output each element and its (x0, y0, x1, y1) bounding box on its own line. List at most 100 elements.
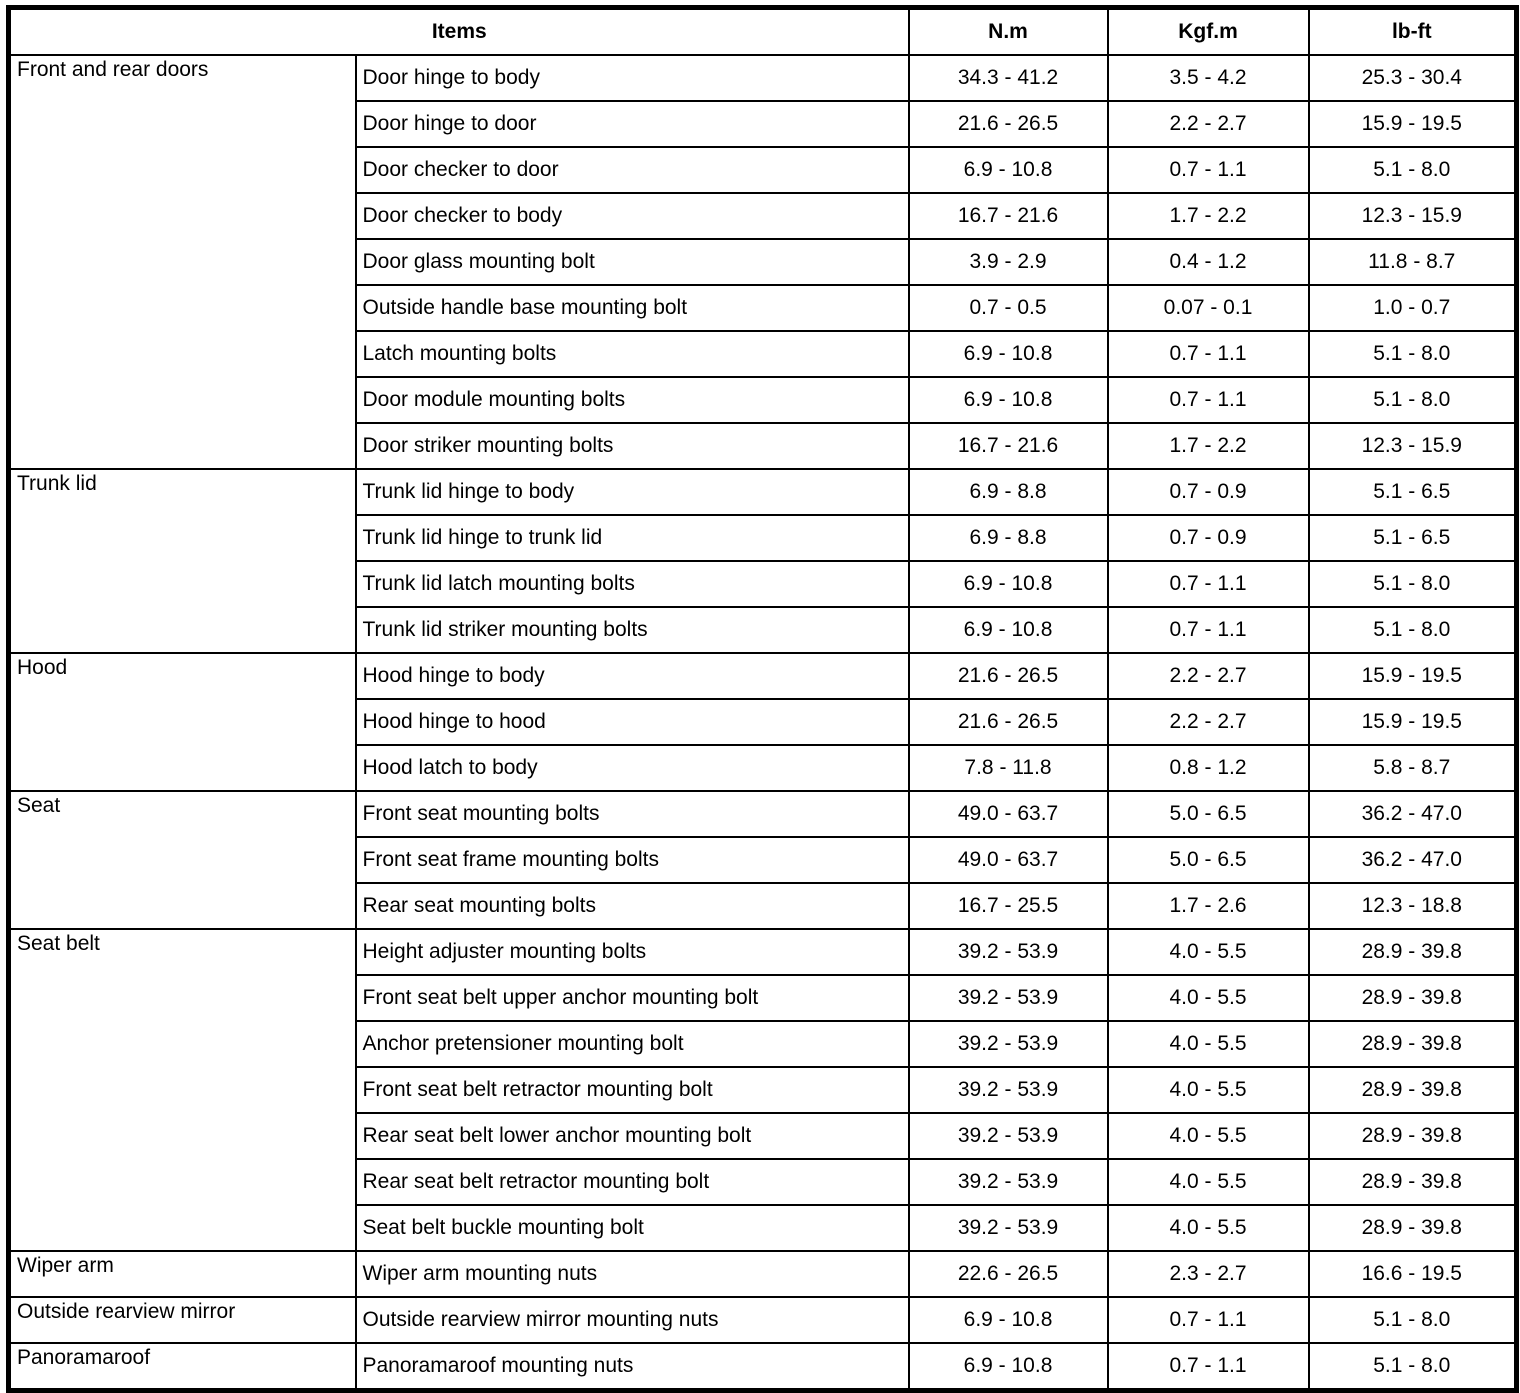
kgfm-cell: 5.0 - 6.5 (1106, 790, 1310, 838)
table-row: Outside rearview mirror Outside rearview … (7, 1296, 1518, 1344)
nm-cell: 21.6 - 26.5 (907, 100, 1109, 148)
kgfm-cell: 2.2 - 2.7 (1106, 652, 1310, 700)
item-cell: Latch mounting bolts (354, 330, 910, 378)
lbft-cell: 5.1 - 8.0 (1307, 1296, 1518, 1344)
item-cell: Door hinge to door (354, 100, 910, 148)
lbft-cell: 11.8 - 8.7 (1307, 238, 1518, 286)
nm-cell: 6.9 - 10.8 (907, 330, 1109, 378)
table-row: Hood hinge to hood 21.6 - 26.5 2.2 - 2.7 15… (9, 698, 1518, 746)
table-row: Seat belt buckle mounting bolt 39.2 - 53.… (9, 1204, 1518, 1252)
table-row: Door striker mounting bolts 16.7 - 21.6 1.… (9, 422, 1518, 470)
nm-cell: 16.7 - 21.6 (907, 192, 1109, 240)
lbft-cell: 25.3 - 30.4 (1307, 54, 1518, 102)
lbft-cell: 28.9 - 39.8 (1307, 1204, 1518, 1252)
table-row: Trunk lid latch mounting bolts 6.9 - 10.8… (9, 560, 1518, 608)
item-cell: Door checker to body (354, 192, 910, 240)
item-cell: Rear seat belt lower anchor mounting bol… (354, 1112, 910, 1160)
kgfm-cell: 4.0 - 5.5 (1106, 1066, 1310, 1114)
lbft-cell: 28.9 - 39.8 (1307, 1066, 1518, 1114)
nm-cell: 6.9 - 8.8 (907, 514, 1109, 562)
kgfm-cell: 0.7 - 1.1 (1106, 1296, 1310, 1344)
item-cell: Door striker mounting bolts (354, 422, 910, 470)
item-cell: Door glass mounting bolt (354, 238, 910, 286)
item-cell: Front seat frame mounting bolts (354, 836, 910, 884)
nm-cell: 39.2 - 53.9 (907, 1020, 1109, 1068)
nm-cell: 3.9 - 2.9 (907, 238, 1109, 286)
nm-cell: 39.2 - 53.9 (907, 974, 1109, 1022)
lbft-cell: 36.2 - 47.0 (1307, 836, 1518, 884)
category-cell: Trunk lid (7, 468, 357, 654)
nm-cell: 6.9 - 10.8 (907, 1296, 1109, 1344)
table-row: Door glass mounting bolt 3.9 - 2.9 0.4 - 1… (9, 238, 1518, 286)
header-row: Items N.m Kgf.m lb-ft (7, 6, 1518, 56)
category-cell: Outside rearview mirror (7, 1296, 357, 1344)
item-cell: Trunk lid hinge to body (354, 468, 910, 516)
nm-cell: 0.7 - 0.5 (907, 284, 1109, 332)
kgfm-cell: 2.2 - 2.7 (1106, 100, 1310, 148)
table-row: Trunk lid Trunk lid hinge to body 6.9 - 8.… (7, 468, 1518, 654)
kgfm-cell: 4.0 - 5.5 (1106, 974, 1310, 1022)
item-cell: Trunk lid latch mounting bolts (354, 560, 910, 608)
item-cell: Outside rearview mirror mounting nuts (354, 1296, 910, 1344)
lbft-cell: 28.9 - 39.8 (1307, 928, 1518, 976)
item-cell: Height adjuster mounting bolts (354, 928, 910, 976)
item-cell: Door checker to door (354, 146, 910, 194)
item-cell: Outside handle base mounting bolt (354, 284, 910, 332)
kgfm-cell: 4.0 - 5.5 (1106, 1204, 1310, 1252)
torque-table-body: Front and rear doors Door hinge to body 34… (7, 54, 1518, 1392)
item-cell: Trunk lid striker mounting bolts (354, 606, 910, 654)
category-cell: Seat belt (7, 928, 357, 1252)
nm-cell: 16.7 - 25.5 (907, 882, 1109, 930)
table-row: Rear seat mounting bolts 16.7 - 25.5 1.7 -… (9, 882, 1518, 930)
lbft-cell: 5.1 - 8.0 (1307, 1342, 1518, 1392)
item-cell: Hood hinge to body (354, 652, 910, 700)
nm-cell: 49.0 - 63.7 (907, 790, 1109, 838)
kgfm-cell: 0.7 - 1.1 (1106, 560, 1310, 608)
table-row: Hood Hood hinge to body 21.6 - 26.5 2.2 - 2… (7, 652, 1518, 792)
kgfm-cell: 0.7 - 0.9 (1106, 514, 1310, 562)
table-row: Door checker to door 6.9 - 10.8 0.7 - 1.1 5… (9, 146, 1518, 194)
item-cell: Hood hinge to hood (354, 698, 910, 746)
lbft-cell: 36.2 - 47.0 (1307, 790, 1518, 838)
table-row: Rear seat belt retractor mounting bolt 39… (9, 1158, 1518, 1206)
category-cell: Panoramaroof (7, 1342, 357, 1392)
lbft-cell: 16.6 - 19.5 (1307, 1250, 1518, 1298)
kgfm-cell: 0.7 - 1.1 (1106, 376, 1310, 424)
nm-cell: 6.9 - 10.8 (907, 1342, 1109, 1392)
nm-cell: 49.0 - 63.7 (907, 836, 1109, 884)
table-row: Front and rear doors Door hinge to body 34… (7, 54, 1518, 470)
nm-cell: 7.8 - 11.8 (907, 744, 1109, 792)
nm-cell: 6.9 - 10.8 (907, 376, 1109, 424)
item-cell: Door module mounting bolts (354, 376, 910, 424)
kgfm-cell: 2.2 - 2.7 (1106, 698, 1310, 746)
nm-cell: 34.3 - 41.2 (907, 54, 1109, 102)
table-header: Items N.m Kgf.m lb-ft (7, 6, 1518, 56)
category-cell: Hood (7, 652, 357, 792)
lbft-cell: 12.3 - 15.9 (1307, 422, 1518, 470)
nm-cell: 6.9 - 8.8 (907, 468, 1109, 516)
nm-cell: 39.2 - 53.9 (907, 1066, 1109, 1114)
item-cell: Anchor pretensioner mounting bolt (354, 1020, 910, 1068)
table-row: Door hinge to door 21.6 - 26.5 2.2 - 2.7 15… (9, 100, 1518, 148)
nm-cell: 22.6 - 26.5 (907, 1250, 1109, 1298)
table-row: Front seat belt retractor mounting bolt 3… (9, 1066, 1518, 1114)
kgfm-cell: 1.7 - 2.2 (1106, 422, 1310, 470)
kgfm-cell: 4.0 - 5.5 (1106, 1158, 1310, 1206)
lbft-cell: 12.3 - 18.8 (1307, 882, 1518, 930)
item-cell: Hood latch to body (354, 744, 910, 792)
lbft-cell: 15.9 - 19.5 (1307, 698, 1518, 746)
nm-cell: 39.2 - 53.9 (907, 928, 1109, 976)
item-cell: Panoramaroof mounting nuts (354, 1342, 910, 1392)
table-row: Seat Front seat mounting bolts 49.0 - 63.7… (7, 790, 1518, 930)
lbft-cell: 15.9 - 19.5 (1307, 100, 1518, 148)
kgfm-cell: 3.5 - 4.2 (1106, 54, 1310, 102)
lbft-cell: 5.1 - 8.0 (1307, 606, 1518, 654)
table-row: Trunk lid striker mounting bolts 6.9 - 10… (9, 606, 1518, 654)
kgfm-cell: 0.07 - 0.1 (1106, 284, 1310, 332)
table-row: Rear seat belt lower anchor mounting bol… (9, 1112, 1518, 1160)
item-cell: Front seat belt retractor mounting bolt (354, 1066, 910, 1114)
lbft-cell: 1.0 - 0.7 (1307, 284, 1518, 332)
table-row: Anchor pretensioner mounting bolt 39.2 - … (9, 1020, 1518, 1068)
table-row: Front seat belt upper anchor mounting bo… (9, 974, 1518, 1022)
header-kgfm: Kgf.m (1106, 6, 1310, 56)
